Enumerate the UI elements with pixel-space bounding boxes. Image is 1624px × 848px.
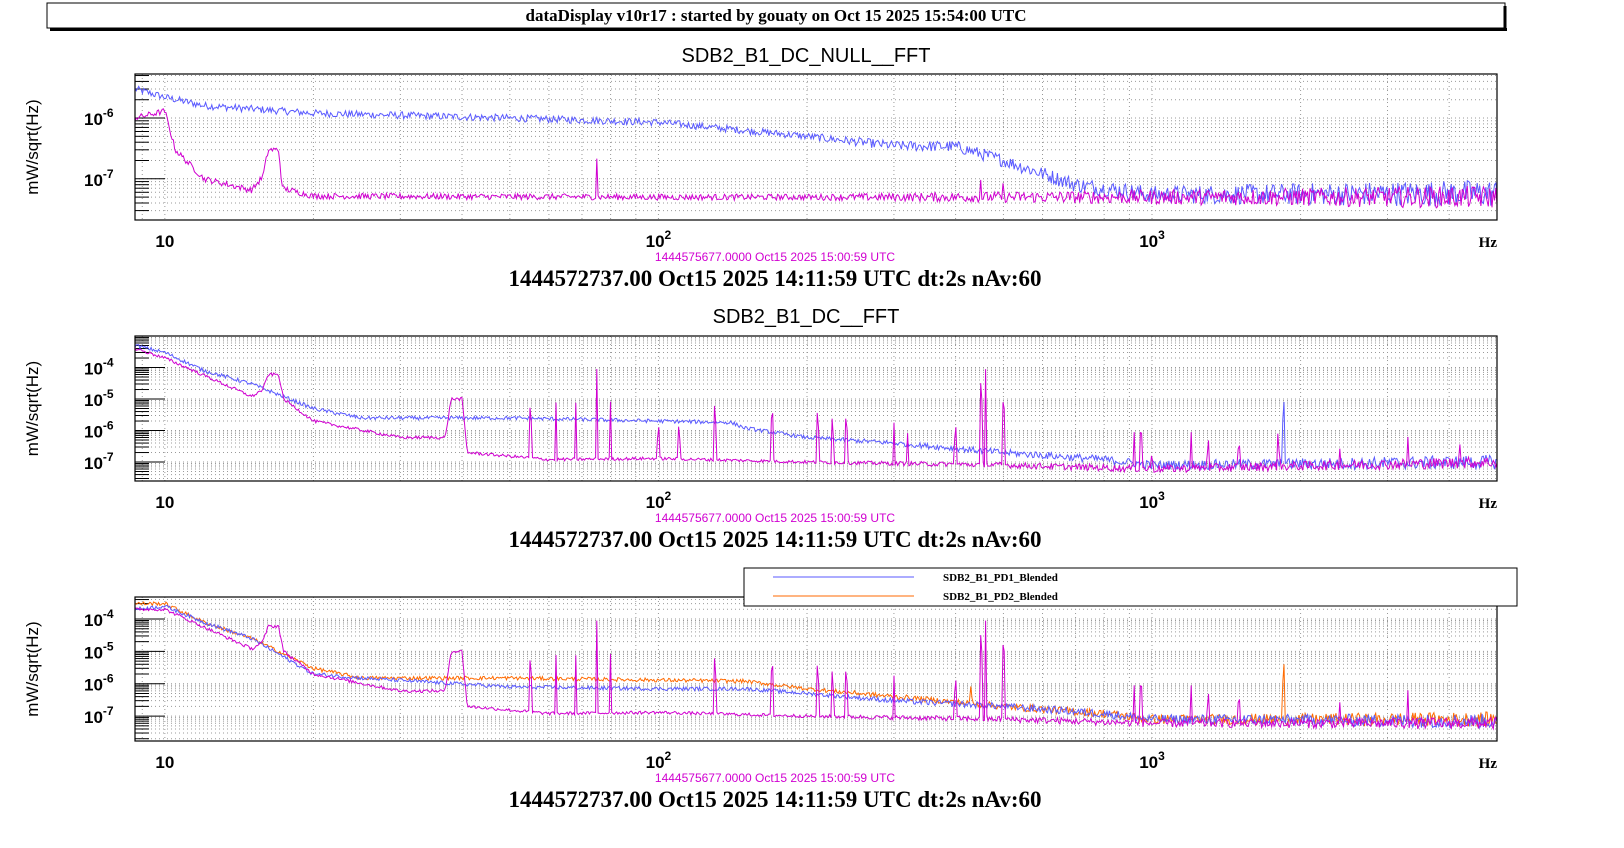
y-tick-exponent: -6 <box>103 106 114 120</box>
plot-footer: 1444572737.00 Oct15 2025 14:11:59 UTC dt… <box>508 266 1041 291</box>
x-tick-base: 10 <box>155 753 174 772</box>
date-label: 1444575677.0000 Oct15 2025 15:00:59 UTC <box>655 511 896 525</box>
y-tick-base: 10 <box>84 643 103 662</box>
y-tick-exponent: -7 <box>103 704 114 718</box>
legend: SDB2_B1_PD1_Blended SDB2_B1_PD2_Blended <box>743 567 1518 607</box>
x-tick-base: 10 <box>155 493 174 512</box>
y-tick-exponent: -6 <box>103 419 114 433</box>
x-tick-exponent: 3 <box>1158 749 1165 763</box>
x-tick-label: 102 <box>646 228 672 251</box>
x-tick-exponent: 3 <box>1158 489 1165 503</box>
y-tick-label: 10-6 <box>84 106 114 129</box>
date-label: 1444575677.0000 Oct15 2025 15:00:59 UTC <box>655 771 896 785</box>
x-tick-label: 10 <box>155 753 174 772</box>
plot-title: SDB2_B1_DC__FFT <box>713 306 900 328</box>
y-tick-exponent: -5 <box>103 387 114 401</box>
plot-frame <box>134 73 1498 221</box>
x-tick-base: 10 <box>646 753 665 772</box>
x-tick-exponent: 2 <box>665 749 672 763</box>
x-axis-label: Hz <box>1479 756 1498 772</box>
y-axis-label: mW/sqrt(Hz) <box>23 361 42 456</box>
y-tick-base: 10 <box>84 423 103 442</box>
y-tick-exponent: -5 <box>103 639 114 653</box>
grid <box>135 74 1497 220</box>
plot-footer: 1444572737.00 Oct15 2025 14:11:59 UTC dt… <box>508 787 1041 812</box>
x-tick-label: 10 <box>155 493 174 512</box>
plot-frame <box>134 335 1498 482</box>
y-tick-base: 10 <box>84 391 103 410</box>
y-tick-base: 10 <box>84 676 103 695</box>
x-tick-base: 10 <box>1139 232 1158 251</box>
x-tick-exponent: 2 <box>665 489 672 503</box>
y-tick-base: 10 <box>84 708 103 727</box>
y-tick-base: 10 <box>84 360 103 379</box>
x-tick-label: 102 <box>646 489 672 512</box>
y-tick-label: 10-7 <box>84 167 114 190</box>
x-axis-label: Hz <box>1479 496 1498 512</box>
y-tick-exponent: -7 <box>103 167 114 181</box>
y-tick-label: 10-5 <box>84 387 114 410</box>
legend-box <box>743 567 1518 607</box>
y-tick-label: 10-4 <box>84 356 114 379</box>
series-line-magenta <box>134 347 1498 474</box>
legend-label: SDB2_B1_PD1_Blended <box>943 572 1058 584</box>
x-axis-label: Hz <box>1479 235 1498 251</box>
y-tick-label: 10-6 <box>84 419 114 442</box>
grid <box>135 597 1497 741</box>
y-tick-base: 10 <box>84 454 103 473</box>
x-tick-label: 10 <box>155 232 174 251</box>
y-tick-label: 10-7 <box>84 450 114 473</box>
plot-3: 10 102 103 Hz10-410-510-610-7mW/sqrt(Hz)144… <box>23 567 1518 812</box>
plot-footer: 1444572737.00 Oct15 2025 14:11:59 UTC dt… <box>508 527 1041 552</box>
x-tick-exponent: 3 <box>1158 228 1165 242</box>
y-tick-exponent: -4 <box>103 356 114 370</box>
series-line-magenta <box>134 108 1498 209</box>
x-tick-base: 10 <box>646 232 665 251</box>
y-tick-label: 10-6 <box>84 672 114 695</box>
y-tick-label: 10-7 <box>84 704 114 727</box>
x-tick-base: 10 <box>1139 753 1158 772</box>
x-tick-label: 103 <box>1139 228 1165 251</box>
y-tick-base: 10 <box>84 611 103 630</box>
x-tick-label: 103 <box>1139 489 1165 512</box>
x-tick-label: 103 <box>1139 749 1165 772</box>
series-line-magenta <box>134 607 1498 731</box>
legend-label: SDB2_B1_PD2_Blended <box>943 591 1058 603</box>
header-bar: dataDisplay v10r17 : started by gouaty o… <box>46 2 1507 31</box>
date-label: 1444575677.0000 Oct15 2025 15:00:59 UTC <box>655 250 896 264</box>
y-axis-label: mW/sqrt(Hz) <box>23 99 42 194</box>
plot-title: SDB2_B1_DC_NULL__FFT <box>682 45 931 67</box>
y-tick-exponent: -7 <box>103 450 114 464</box>
y-axis-label: mW/sqrt(Hz) <box>23 621 42 716</box>
x-tick-exponent: 2 <box>665 228 672 242</box>
y-tick-exponent: -4 <box>103 607 114 621</box>
x-tick-base: 10 <box>155 232 174 251</box>
x-tick-base: 10 <box>1139 493 1158 512</box>
y-tick-base: 10 <box>84 110 103 129</box>
y-tick-base: 10 <box>84 171 103 190</box>
x-tick-label: 102 <box>646 749 672 772</box>
y-tick-exponent: -6 <box>103 672 114 686</box>
x-tick-base: 10 <box>646 493 665 512</box>
series-line-blue <box>134 344 1498 471</box>
y-tick-label: 10-5 <box>84 639 114 662</box>
header-title: dataDisplay v10r17 : started by gouaty o… <box>525 6 1026 25</box>
y-tick-label: 10-4 <box>84 607 114 630</box>
